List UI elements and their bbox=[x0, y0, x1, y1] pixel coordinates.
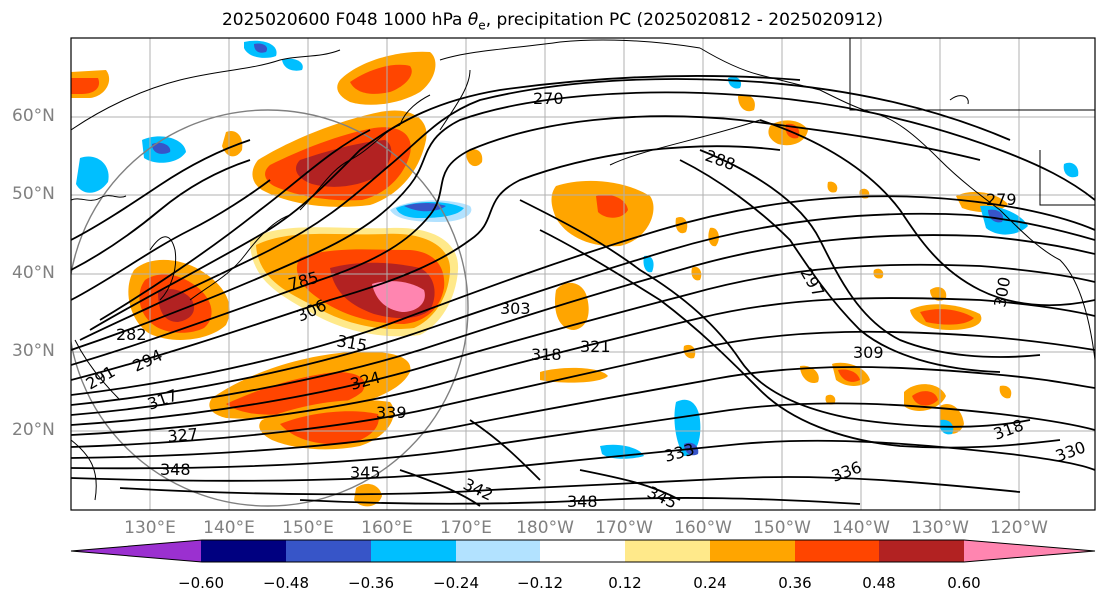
colorbar-tick-label: 0.48 bbox=[862, 574, 896, 592]
precip-positive-area bbox=[596, 194, 628, 218]
colorbar-segment bbox=[795, 540, 880, 562]
colorbar-low-extension bbox=[71, 540, 202, 562]
theta-e-contours bbox=[71, 75, 1095, 507]
contour-label: 309 bbox=[853, 343, 884, 362]
colorbar-segment bbox=[625, 540, 711, 562]
lon-label: 160°E bbox=[361, 518, 413, 538]
contour-label: 303 bbox=[500, 299, 531, 318]
precip-positive-area bbox=[825, 394, 836, 405]
colorbar-tick-label: −0.12 bbox=[517, 574, 563, 592]
lon-label: 140°E bbox=[203, 518, 255, 538]
precip-positive-area bbox=[912, 391, 938, 406]
map-frame bbox=[70, 37, 1096, 511]
lat-label: 50°N bbox=[12, 184, 55, 204]
precip-positive-area bbox=[554, 282, 589, 330]
precip-positive-area bbox=[372, 281, 425, 312]
precip-positive-area bbox=[838, 369, 860, 382]
colorbar-tick-label: 0.60 bbox=[947, 574, 981, 592]
colorbar-tick-label: 0.12 bbox=[608, 574, 642, 592]
precip-positive-area bbox=[708, 227, 719, 247]
colorbar bbox=[70, 539, 1096, 563]
colorbar-segment bbox=[879, 540, 965, 562]
precip-negative-area bbox=[1063, 162, 1079, 178]
map-content: 270 288 279 297 300 303 309 318 321 306 … bbox=[71, 38, 1095, 512]
colorbar-tick-label: 0.24 bbox=[693, 574, 727, 592]
contour-label: 339 bbox=[376, 403, 407, 422]
contour-label: 327 bbox=[167, 424, 199, 446]
precip-positive-area bbox=[158, 289, 195, 322]
contour-label: 282 bbox=[116, 325, 147, 344]
precip-negative-area bbox=[282, 58, 303, 71]
figure-title: 2025020600 F048 1000 hPa θe, precipitati… bbox=[221, 10, 884, 33]
contour-label: 345 bbox=[644, 482, 680, 512]
precip-positive-area bbox=[540, 367, 608, 383]
precip-positive-area bbox=[222, 130, 243, 157]
precip-positive-area bbox=[999, 385, 1012, 399]
colorbar-tick-label: −0.60 bbox=[178, 574, 224, 592]
colorbar-high-extension bbox=[964, 540, 1095, 562]
colorbar-tick-label: −0.24 bbox=[433, 574, 479, 592]
contour-label: 279 bbox=[986, 190, 1017, 209]
precip-positive-area bbox=[920, 309, 974, 325]
colorbar-segment bbox=[710, 540, 796, 562]
precip-negative-area bbox=[152, 142, 171, 154]
great-circle-outline bbox=[71, 109, 469, 507]
precip-positive-area bbox=[71, 78, 99, 94]
contour-label: 318 bbox=[531, 345, 562, 364]
lat-label: 40°N bbox=[12, 263, 55, 283]
precip-positive-area bbox=[930, 287, 947, 301]
colorbar-tick-label: 0.36 bbox=[778, 574, 812, 592]
contour-label: 270 bbox=[533, 89, 564, 108]
contour-label: 336 bbox=[829, 457, 864, 485]
precip-positive-area bbox=[738, 94, 755, 112]
lon-label: 130°W bbox=[911, 518, 969, 538]
precip-positive-area bbox=[675, 216, 688, 234]
lon-label: 120°W bbox=[990, 518, 1048, 538]
contour-label: 348 bbox=[567, 492, 598, 511]
colorbar-segment bbox=[286, 540, 372, 562]
lon-label: 140°W bbox=[832, 518, 890, 538]
lon-label: 150°E bbox=[282, 518, 334, 538]
lon-label: 130°E bbox=[124, 518, 176, 538]
contour-label: 321 bbox=[580, 337, 611, 356]
contour-label: 288 bbox=[703, 146, 738, 174]
precip-negative-area bbox=[643, 255, 654, 273]
contour-label: 348 bbox=[160, 460, 191, 479]
lon-label: 160°W bbox=[674, 518, 732, 538]
colorbar-tick-label: −0.48 bbox=[263, 574, 309, 592]
colorbar-tick-label: −0.36 bbox=[348, 574, 394, 592]
contour-label: 330 bbox=[1053, 437, 1088, 465]
precip-positive-area bbox=[350, 64, 412, 94]
colorbar-outline bbox=[70, 539, 1096, 563]
precip-positive-area bbox=[800, 365, 819, 384]
lon-label: 180°W bbox=[516, 518, 574, 538]
lon-label: 150°W bbox=[753, 518, 811, 538]
colorbar-segment bbox=[201, 540, 287, 562]
contour-label: 294 bbox=[130, 345, 166, 375]
contour-label: 345 bbox=[350, 463, 381, 482]
precip-negative-area bbox=[76, 156, 109, 193]
contour-label: 318 bbox=[991, 415, 1026, 443]
lon-label: 170°E bbox=[440, 518, 492, 538]
lat-label: 30°N bbox=[12, 341, 55, 361]
precip-negative-area bbox=[728, 76, 742, 89]
contour-labels: 270 288 279 297 300 303 309 318 321 306 … bbox=[83, 89, 1089, 512]
precip-positive-area bbox=[354, 483, 382, 507]
precip-positive-area bbox=[827, 181, 838, 193]
lat-label: 20°N bbox=[12, 420, 55, 440]
lon-label: 170°W bbox=[595, 518, 653, 538]
precip-positive-area bbox=[280, 411, 379, 445]
colorbar-segment bbox=[456, 540, 541, 562]
precip-positive-area bbox=[466, 149, 483, 167]
lat-label: 60°N bbox=[12, 106, 55, 126]
precip-negative-area bbox=[254, 43, 268, 53]
colorbar-segment bbox=[371, 540, 457, 562]
latlon-grid bbox=[71, 38, 1095, 510]
colorbar-segment bbox=[540, 540, 626, 562]
contour-label: 333 bbox=[662, 440, 696, 466]
precip-negative-area bbox=[674, 399, 701, 456]
